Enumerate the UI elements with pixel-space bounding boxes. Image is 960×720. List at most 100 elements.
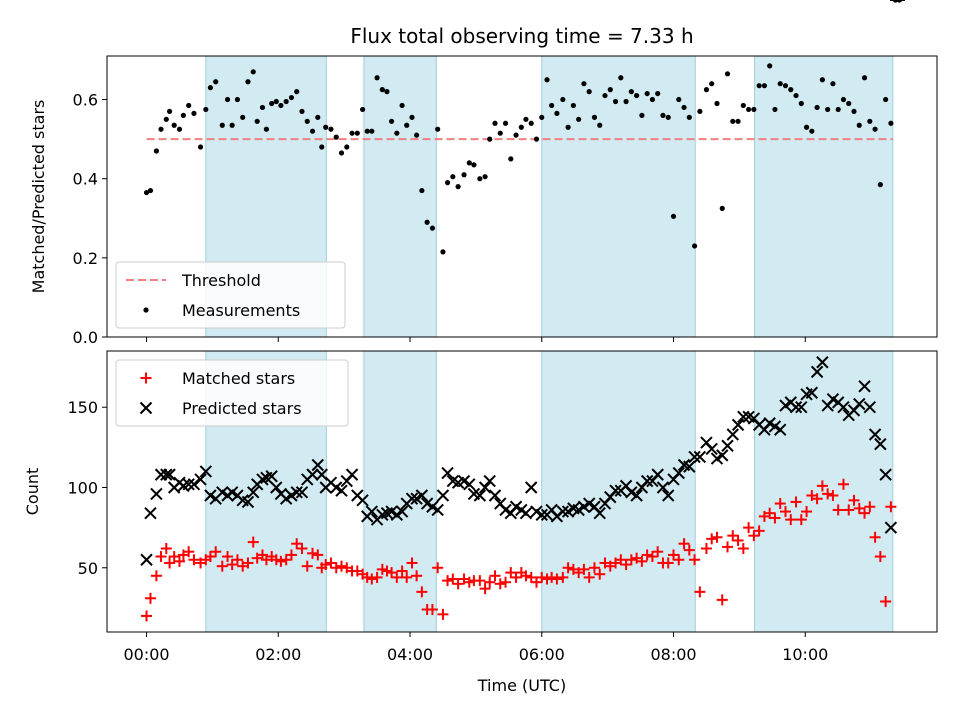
predicted-stars-point-0 xyxy=(140,553,153,566)
matched-stars-point-123 xyxy=(774,498,786,510)
measurements-point-36 xyxy=(323,124,329,130)
measurements-point-108 xyxy=(697,108,703,115)
measurements-point-119 xyxy=(756,83,762,89)
predicted-stars-point-12 xyxy=(199,465,213,478)
measurements-point-5 xyxy=(166,108,173,115)
predicted-stars-point-106 xyxy=(683,460,696,473)
measurements-point-2 xyxy=(153,148,160,154)
matched-stars-point-5 xyxy=(164,557,176,569)
predicted-stars-point-4 xyxy=(160,468,173,481)
matched-stars-point-46 xyxy=(371,571,383,583)
legend-label-measurements: Measurements xyxy=(182,301,300,320)
measurements-point-65 xyxy=(471,162,477,168)
matched-stars-point-2 xyxy=(150,570,162,582)
matched-stars-point-141 xyxy=(869,531,881,543)
y-tick-label: 0.2 xyxy=(73,249,98,268)
measurements-point-66 xyxy=(477,176,483,182)
measurements-point-115 xyxy=(735,118,741,124)
matched-stars-point-59 xyxy=(437,608,449,620)
measurements-point-18 xyxy=(234,96,241,103)
measurements-point-49 xyxy=(388,118,395,124)
measurements-point-37 xyxy=(328,126,334,132)
predicted-stars-point-104 xyxy=(672,466,685,480)
predicted-stars-point-131 xyxy=(816,356,829,369)
measurements-point-125 xyxy=(788,87,794,93)
matched-stars-point-1 xyxy=(144,592,156,604)
y-tick-label: 0.0 xyxy=(73,328,98,347)
measurements-point-57 xyxy=(429,225,436,231)
ratio-panel-y-ticks: 0.0 0.2 0.4 0.6 xyxy=(73,91,107,347)
matched-stars-point-100 xyxy=(652,546,664,558)
matched-stars-point-27 xyxy=(275,555,287,567)
measurements-point-118 xyxy=(751,106,757,113)
predicted-stars-point-129 xyxy=(805,386,819,399)
measurements-point-123 xyxy=(777,81,783,87)
measurements-point-97 xyxy=(639,112,645,118)
predicted-stars-point-2 xyxy=(150,487,163,501)
measurements-point-113 xyxy=(724,71,731,77)
matched-stars-point-143 xyxy=(880,595,892,607)
shaded-interval-1 xyxy=(363,350,437,633)
measurements-point-92 xyxy=(612,98,619,105)
matched-stars-point-10 xyxy=(188,554,200,566)
measurements-point-32 xyxy=(304,118,310,124)
predicted-stars-point-141 xyxy=(868,428,882,441)
measurements-point-98 xyxy=(644,90,650,97)
matched-stars-point-68 xyxy=(484,576,496,588)
matched-stars-point-134 xyxy=(832,504,844,516)
measurements-point-136 xyxy=(846,100,852,107)
predicted-stars-point-67 xyxy=(478,481,492,494)
matched-stars-point-131 xyxy=(816,480,828,492)
predicted-stars-point-39 xyxy=(335,484,348,497)
measurements-point-72 xyxy=(508,156,514,162)
measurements-point-73 xyxy=(513,132,519,138)
measurements-point-43 xyxy=(359,106,366,113)
measurements-point-83 xyxy=(565,124,571,130)
predicted-stars-point-43 xyxy=(356,494,369,507)
matched-stars-point-114 xyxy=(727,530,739,542)
measurements-point-100 xyxy=(655,90,661,97)
predicted-stars-point-142 xyxy=(874,437,887,451)
measurements-point-143 xyxy=(883,96,889,103)
measurements-point-34 xyxy=(315,114,321,120)
matched-stars-point-0 xyxy=(141,610,153,622)
measurements-point-69 xyxy=(492,120,498,126)
measurements-point-102 xyxy=(665,114,671,120)
matched-stars-point-49 xyxy=(386,567,398,579)
predicted-stars-point-10 xyxy=(187,478,201,491)
measurements-point-17 xyxy=(229,122,235,128)
measurements-point-99 xyxy=(649,96,656,103)
matched-stars-point-36 xyxy=(320,559,332,571)
measurements-point-61 xyxy=(450,174,456,180)
predicted-stars-point-9 xyxy=(182,478,195,491)
ratio-panel-x-ticks xyxy=(146,337,806,342)
predicted-stars-point-1 xyxy=(144,506,157,520)
predicted-stars-point-78 xyxy=(535,508,548,521)
measurements-point-127 xyxy=(798,100,804,107)
predicted-stars-point-75 xyxy=(519,506,533,520)
predicted-stars-point-20 xyxy=(241,495,255,509)
measurements-point-28 xyxy=(283,98,289,105)
matched-stars-point-98 xyxy=(641,549,653,561)
matched-stars-point-83 xyxy=(562,562,574,574)
predicted-stars-point-68 xyxy=(483,474,496,488)
matched-stars-point-77 xyxy=(530,576,542,588)
measurements-point-112 xyxy=(719,205,725,211)
x-tick-label: 10:00 xyxy=(782,645,828,664)
y-tick-label: 150 xyxy=(67,398,98,417)
matched-stars-point-15 xyxy=(216,560,228,572)
matched-stars-point-106 xyxy=(683,544,695,556)
measurements-point-80 xyxy=(549,102,555,109)
measurements-point-138 xyxy=(856,122,862,128)
matched-stars-point-88 xyxy=(588,562,600,574)
measurements-point-68 xyxy=(487,136,493,142)
matched-stars-point-71 xyxy=(500,576,512,588)
measurements-point-129 xyxy=(809,128,815,134)
predicted-stars-point-127 xyxy=(795,400,808,414)
matched-stars-point-113 xyxy=(722,541,734,553)
measurements-point-24 xyxy=(263,126,270,132)
matched-stars-point-33 xyxy=(307,547,319,559)
measurements-point-9 xyxy=(186,102,192,109)
measurements-point-91 xyxy=(607,87,613,93)
measurements-point-90 xyxy=(602,92,608,99)
